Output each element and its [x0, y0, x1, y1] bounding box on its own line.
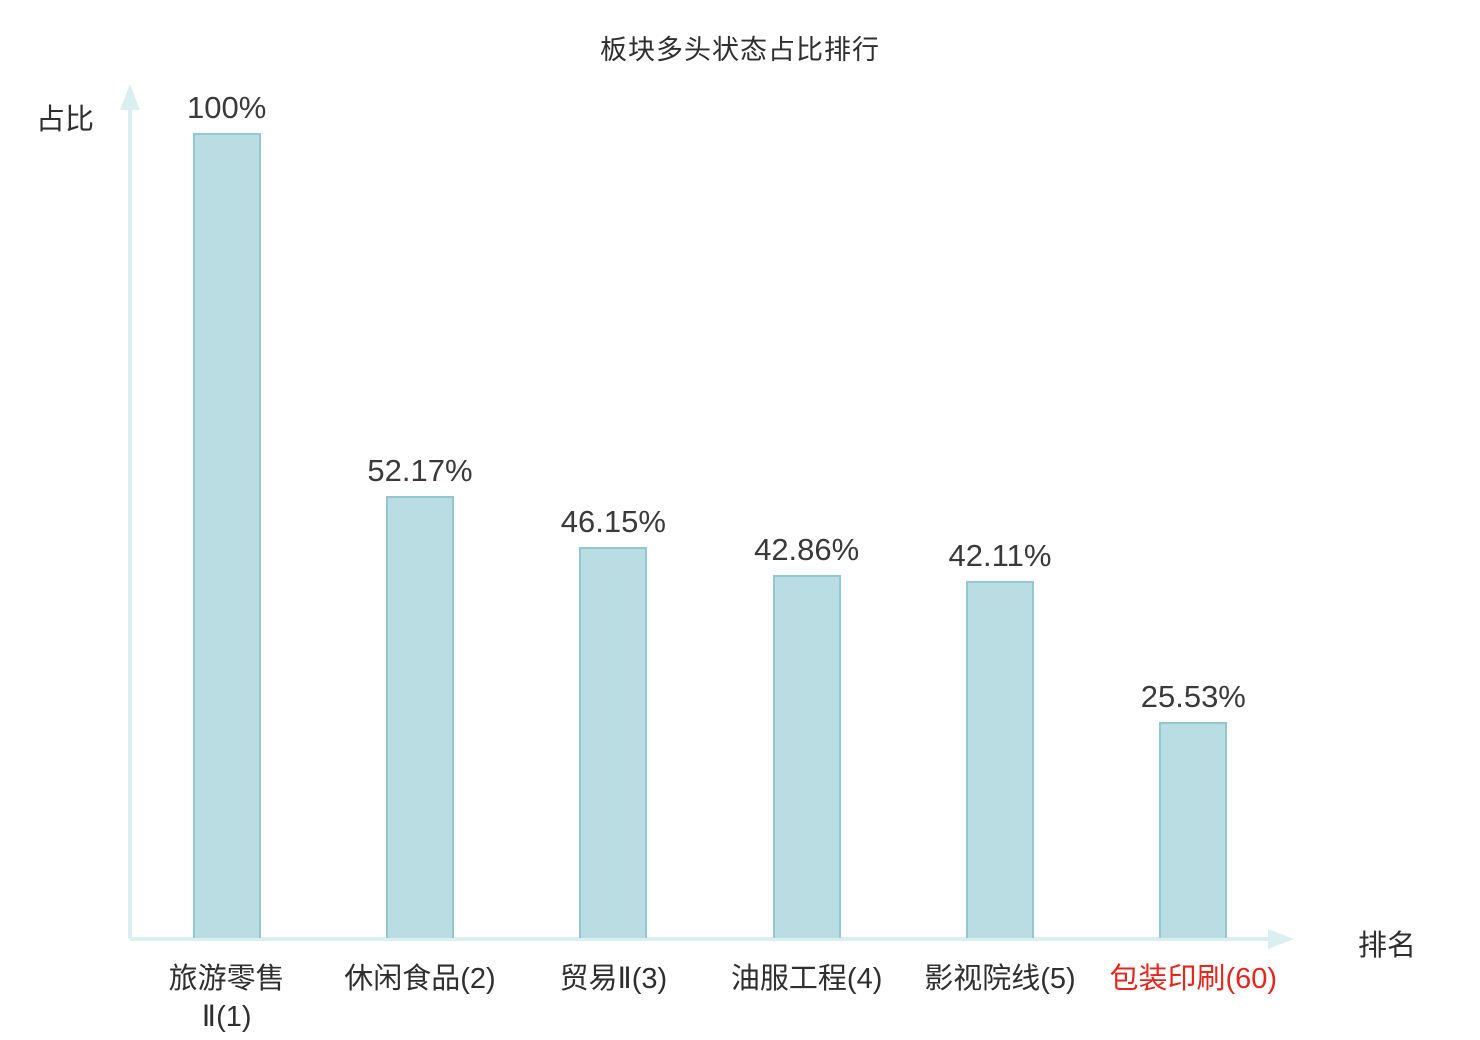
bar-column: 25.53%	[1097, 90, 1290, 938]
category-label: 贸易Ⅱ(3)	[559, 963, 668, 995]
bar-value-label: 42.86%	[754, 531, 860, 567]
plot-area: 100% 52.17% 46.15% 42.86% 42.11% 25.53%	[130, 90, 1290, 938]
bar-2	[385, 495, 454, 938]
category-label: 影视院线(5)	[924, 963, 1076, 995]
bar-3	[579, 546, 648, 938]
category-label: 旅游零售 Ⅱ(1)	[168, 963, 285, 1033]
bar-value-label: 46.15%	[560, 503, 666, 539]
bar-column: 46.15%	[517, 90, 710, 938]
bar-value-label: 52.17%	[367, 452, 473, 488]
bar-value-label: 25.53%	[1140, 678, 1246, 714]
bar-column: 42.11%	[903, 90, 1096, 938]
x-axis-label: 排名	[1358, 930, 1417, 962]
chart-title: 板块多头状态占比排行	[600, 35, 880, 65]
category-labels: 旅游零售 Ⅱ(1) 休闲食品(2) 贸易Ⅱ(3) 油服工程(4) 影视院线(5) 包装印刷…	[130, 961, 1290, 1036]
bar-4	[772, 574, 841, 938]
category-label: 包装印刷(60)	[1109, 963, 1278, 995]
category-label: 油服工程(4)	[730, 963, 883, 995]
bar-column: 52.17%	[323, 90, 516, 938]
category-label: 休闲食品(2)	[344, 963, 496, 995]
bar-value-label: 100%	[187, 90, 267, 125]
bar-6	[1159, 721, 1228, 938]
bar-value-label: 42.11%	[948, 537, 1052, 573]
bar-column: 42.86%	[710, 90, 903, 938]
bar-column: 100%	[130, 90, 323, 938]
bar-1	[192, 133, 261, 938]
y-axis-label: 占比	[36, 104, 95, 136]
bar-5	[965, 580, 1034, 938]
